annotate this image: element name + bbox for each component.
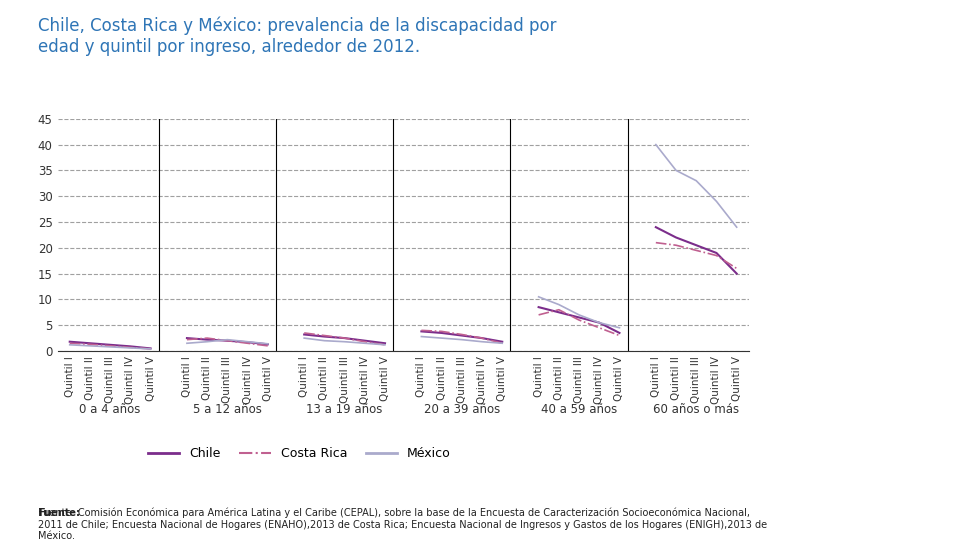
- Text: Fuente:: Fuente:: [38, 508, 81, 518]
- Text: 20 a 39 años: 20 a 39 años: [423, 403, 500, 416]
- Text: 5 a 12 años: 5 a 12 años: [193, 403, 262, 416]
- Legend: Chile, Costa Rica, México: Chile, Costa Rica, México: [143, 442, 456, 465]
- Text: 60 años o más: 60 años o más: [653, 403, 739, 416]
- Text: Fuente: Comisión Económica para América Latina y el Caribe (CEPAL), sobre la bas: Fuente: Comisión Económica para América …: [38, 508, 768, 540]
- Text: 0 a 4 años: 0 a 4 años: [80, 403, 141, 416]
- Text: 13 a 19 años: 13 a 19 años: [306, 403, 383, 416]
- Text: Chile, Costa Rica y México: prevalencia de la discapacidad por
edad y quintil po: Chile, Costa Rica y México: prevalencia …: [38, 16, 557, 56]
- Text: 40 a 59 años: 40 a 59 años: [540, 403, 617, 416]
